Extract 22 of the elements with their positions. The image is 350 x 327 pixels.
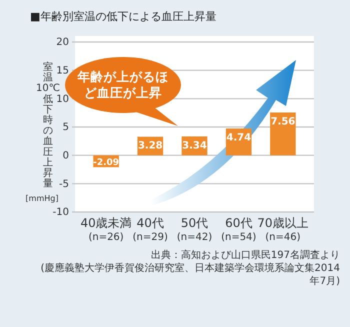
data-label: 3.28: [138, 140, 163, 152]
y-tick-label: 0: [62, 150, 69, 162]
y-tick-label: 20: [56, 37, 69, 48]
bar: [270, 112, 296, 156]
y-tick-label: 5: [62, 122, 69, 134]
text: (慶應義塾大学伊香賀俊治研究室、日本建築学会環境系論文集2014年7月): [40, 262, 340, 287]
x-tick-label: 60代 (n=54): [221, 216, 256, 243]
annotation: 年齢が上がるほど血圧が上昇: [76, 69, 168, 100]
x-tick-label: 70歳以上 (n=46): [257, 216, 309, 243]
data-label: 3.34: [182, 140, 207, 152]
y-tick-label: -10: [52, 207, 69, 218]
x-tick-label: 40代 (n=29): [132, 216, 168, 243]
data-label: -2.09: [93, 158, 120, 168]
source-note: 出典：高知および山口県民197名調査より: [150, 249, 340, 261]
x-tick-label: 50代 (n=42): [176, 216, 212, 243]
y-tick-label: -5: [59, 178, 69, 190]
y-tick-label: 10: [56, 94, 69, 105]
y-tick-label: 15: [56, 66, 69, 77]
data-label: 7.56: [270, 116, 296, 128]
x-tick-label: 40歳未満 (n=26): [80, 216, 132, 243]
data-label: 4.74: [226, 132, 252, 144]
chart-title: ■年齢別室温の低下による血圧上昇量: [30, 10, 216, 23]
